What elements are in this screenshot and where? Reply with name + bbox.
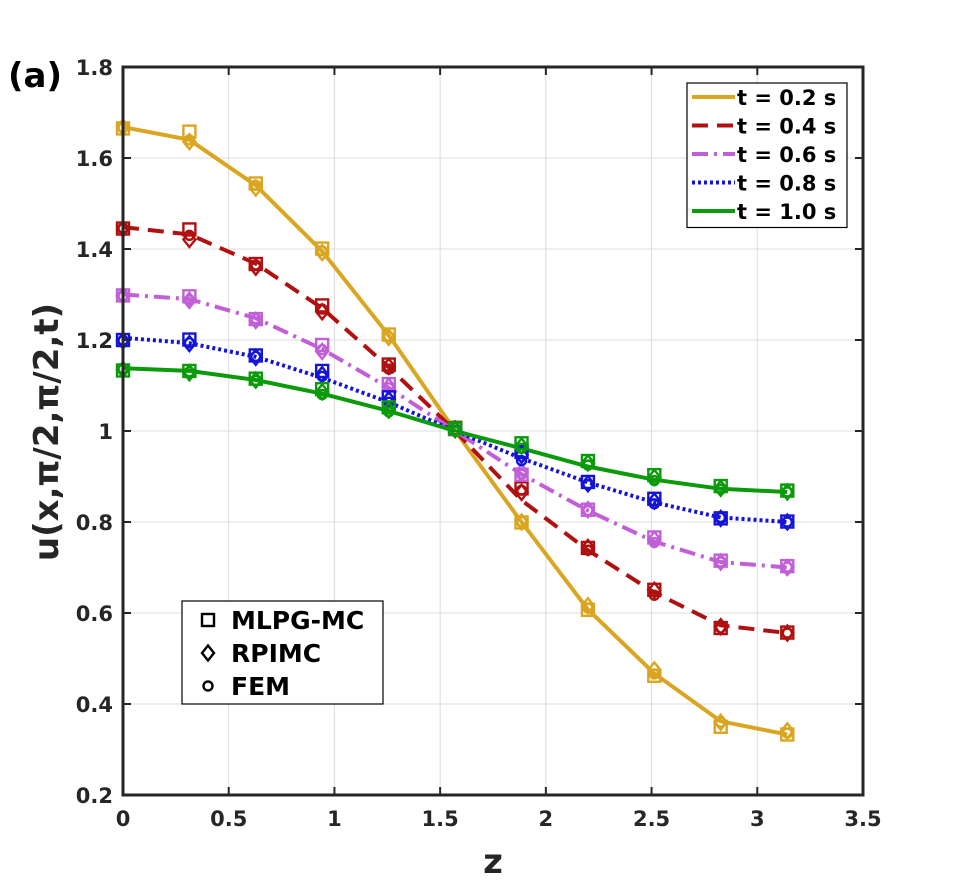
- y-tick-label: 0.2: [76, 784, 113, 808]
- marker-legend-diamond-icon: [200, 643, 216, 663]
- fem-marker: [515, 442, 528, 454]
- fem-marker: [648, 498, 661, 510]
- legend-entry: t = 0.8 s: [737, 172, 836, 196]
- fem-marker: [515, 468, 528, 480]
- fem-marker: [383, 363, 395, 375]
- mlpg-mc-marker: [182, 124, 197, 139]
- fem-marker: [316, 370, 328, 383]
- x-tick-label: 2.5: [633, 807, 670, 831]
- fem-marker: [648, 536, 661, 549]
- x-tick-label: 3.5: [844, 807, 881, 831]
- fem-marker: [316, 303, 328, 315]
- x-tick-label: 1.5: [422, 807, 459, 831]
- fem-marker: [781, 727, 794, 739]
- marker-legend-circle-icon: [202, 680, 214, 692]
- mlpg-mc-marker: [314, 363, 330, 379]
- fem-marker: [648, 668, 661, 680]
- mlpg-mc-marker: [182, 332, 197, 347]
- fem-marker: [449, 425, 461, 438]
- fem-marker: [781, 627, 794, 639]
- fem-marker: [515, 484, 528, 496]
- mlpg-mc-marker: [182, 289, 197, 304]
- fem-marker: [250, 312, 262, 325]
- rpimc-marker: [646, 580, 662, 600]
- x-tick-label: 0.5: [210, 807, 247, 831]
- fem-marker: [715, 556, 727, 568]
- fem-marker: [781, 561, 794, 573]
- legend-entry: t = 1.0 s: [737, 200, 836, 224]
- fem-marker: [183, 337, 196, 349]
- marker-legend-label: MLPG-MC: [231, 606, 364, 635]
- fem-marker: [715, 483, 727, 495]
- fem-marker: [582, 602, 594, 614]
- y-tick-label: 0.8: [76, 511, 113, 535]
- mlpg-mc-marker: [314, 298, 330, 313]
- y-axis-label: u(x,π/2,π/2,t): [27, 303, 67, 561]
- fem-marker: [715, 511, 727, 524]
- axis-ticks: 0 0.5 1 1.5 2 2.5 3 3.5 0.2 0.4 0.6 0.8 1 1.2 1.4 1.6 1.…: [76, 56, 882, 831]
- x-tick-label: 2: [539, 807, 554, 831]
- mlpg-mc-marker: [182, 222, 197, 237]
- fem-marker: [515, 515, 528, 528]
- y-tick-label: 0.6: [76, 602, 113, 626]
- marker-legend: MLPG-MC RPIMC FEM: [181, 600, 384, 705]
- legend-entry: t = 0.6 s: [737, 143, 836, 167]
- series-lines: [122, 125, 788, 737]
- legend-entry: t = 0.2 s: [737, 86, 836, 110]
- x-tick-label: 1: [327, 807, 342, 831]
- fem-marker: [582, 544, 594, 556]
- fem-marker: [715, 716, 727, 728]
- fem-marker: [183, 134, 196, 146]
- x-tick-label: 3: [750, 807, 765, 831]
- legend-entry: t = 0.4 s: [737, 115, 836, 139]
- marker-legend-box: [181, 600, 384, 705]
- fem-marker: [250, 259, 262, 271]
- fem-marker: [250, 179, 262, 192]
- x-tick-label: 0: [116, 807, 131, 831]
- fem-marker: [316, 343, 328, 356]
- y-tick-label: 1.8: [76, 56, 113, 80]
- marker-legend-label: RPIMC: [231, 639, 321, 668]
- fem-marker: [648, 589, 661, 601]
- fem-marker: [183, 294, 196, 306]
- x-axis-label: z: [483, 842, 503, 882]
- y-tick-label: 1.4: [76, 238, 113, 262]
- rpimc-marker: [514, 445, 530, 465]
- panel-label: (a): [8, 56, 62, 96]
- fem-marker: [183, 229, 196, 242]
- fem-marker: [250, 350, 262, 363]
- fem-marker: [582, 459, 594, 471]
- marker-legend-label: FEM: [231, 672, 290, 701]
- fem-marker: [781, 516, 794, 528]
- y-tick-label: 1: [98, 420, 113, 444]
- fem-marker: [715, 622, 727, 634]
- fem-marker: [250, 374, 262, 387]
- fem-marker: [316, 388, 328, 401]
- y-tick-label: 0.4: [76, 693, 113, 717]
- legend-box: [686, 82, 848, 229]
- fem-marker: [383, 406, 395, 418]
- fem-marker: [582, 504, 594, 517]
- fem-marker: [316, 245, 328, 257]
- series-legend: t = 0.2 s t = 0.4 s t = 0.6 s t = 0.8 s t = …: [686, 82, 848, 229]
- series-markers: [115, 117, 795, 742]
- mlpg-mc-marker: [713, 719, 728, 734]
- y-tick-label: 1.6: [76, 147, 113, 171]
- fem-marker: [781, 486, 794, 498]
- y-tick-label: 1.2: [76, 329, 113, 353]
- fem-marker: [582, 478, 594, 491]
- fem-marker: [383, 330, 395, 343]
- mlpg-mc-marker: [314, 337, 330, 353]
- fem-marker: [648, 474, 661, 487]
- fem-marker: [183, 366, 196, 378]
- marker-legend-square-icon: [200, 612, 216, 628]
- series-line-5: [122, 366, 788, 494]
- fem-marker: [515, 454, 528, 467]
